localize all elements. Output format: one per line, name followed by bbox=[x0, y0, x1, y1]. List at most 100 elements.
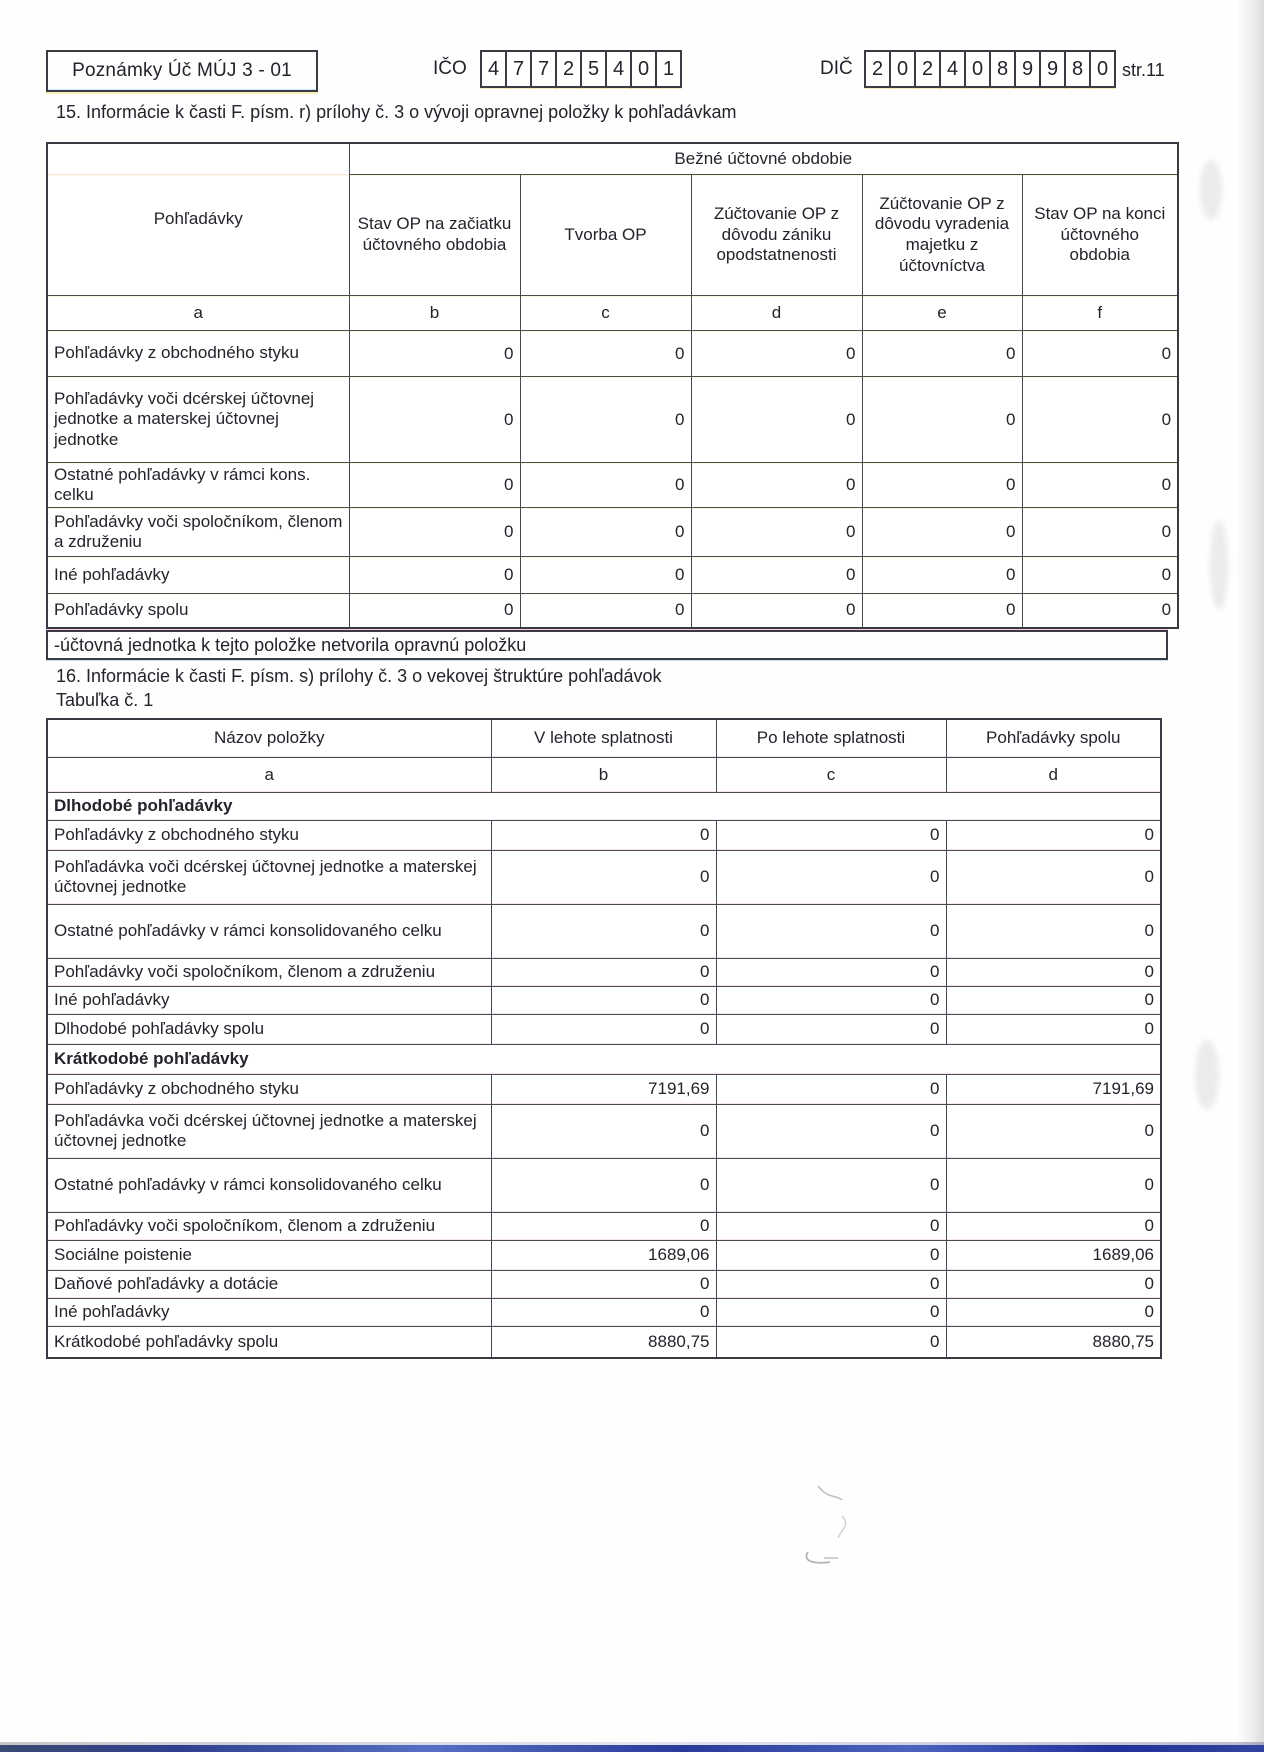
cell-value: 0 bbox=[1021, 593, 1179, 629]
ico-digit: 2 bbox=[555, 50, 582, 88]
cell-value: 0 bbox=[519, 330, 692, 377]
cell-value: 0 bbox=[715, 1211, 947, 1241]
cell-value: 0 bbox=[519, 461, 692, 509]
row-label: Dlhodobé pohľadávky spolu bbox=[46, 1013, 492, 1045]
row-label: Pohľadávky spolu bbox=[46, 593, 350, 629]
cell-value: 0 bbox=[490, 819, 717, 851]
cell-value: 0 bbox=[690, 330, 863, 377]
table-section-row: Krátkodobé pohľadávky bbox=[46, 1043, 1162, 1075]
cell-value: 0 bbox=[945, 849, 1162, 905]
row-label: Pohľadávky z obchodného styku bbox=[46, 1073, 492, 1105]
table-row-total: Krátkodobé pohľadávky spolu 8880,75 0 88… bbox=[46, 1325, 1162, 1359]
row-label: Iné pohľadávky bbox=[46, 556, 350, 595]
cell-value: 0 bbox=[861, 376, 1023, 463]
cell-value: 7191,69 bbox=[945, 1073, 1162, 1105]
dic-digit: 4 bbox=[939, 50, 966, 88]
dic-digit: 8 bbox=[1064, 50, 1091, 88]
letter-cell: a bbox=[46, 295, 350, 331]
section16-title: 16. Informácie k časti F. písm. s) prílo… bbox=[56, 666, 662, 686]
cell-value: 0 bbox=[690, 376, 863, 463]
scan-smudge bbox=[1210, 520, 1228, 610]
cell-value: 0 bbox=[715, 957, 947, 987]
table-row: Pohľadávky voči spoločníkom, členom a zd… bbox=[46, 1211, 1162, 1241]
dic-label: DIČ bbox=[820, 58, 853, 79]
cell-value: 0 bbox=[1021, 330, 1179, 377]
cell-value: 0 bbox=[715, 819, 947, 851]
page-number: str.11 bbox=[1122, 60, 1165, 80]
letter-cell: b bbox=[348, 295, 521, 331]
dic-digit: 9 bbox=[1039, 50, 1066, 88]
cell-value: 0 bbox=[348, 330, 521, 377]
cell-value: 1689,06 bbox=[490, 1239, 717, 1271]
letter-cell: b bbox=[490, 756, 717, 793]
row-label: Sociálne poistenie bbox=[46, 1239, 492, 1271]
row-label: Krátkodobé pohľadávky spolu bbox=[46, 1325, 492, 1359]
cell-value: 0 bbox=[348, 593, 521, 629]
cell-value: 0 bbox=[490, 849, 717, 905]
scan-smudge bbox=[1195, 1040, 1219, 1110]
letter-cell: f bbox=[1021, 295, 1179, 331]
row-label: Ostatné pohľadávky v rámci konsolidované… bbox=[46, 1157, 492, 1213]
ico-digit: 7 bbox=[530, 50, 557, 88]
row-label: Pohľadávky voči dcérskej účtovnej jednot… bbox=[46, 376, 350, 463]
cell-value: 0 bbox=[690, 556, 863, 595]
cell-value: 8880,75 bbox=[490, 1325, 717, 1359]
table-note: -účtovná jednotka k tejto položke netvor… bbox=[54, 634, 527, 655]
dic-digit: 0 bbox=[1089, 50, 1116, 88]
row-label: Pohľadávky voči spoločníkom, členom a zd… bbox=[46, 507, 350, 558]
col-header: Názov položky bbox=[46, 718, 492, 758]
cell-value: 0 bbox=[945, 1269, 1162, 1299]
row-label: Pohľadávka voči dcérskej účtovnej jednot… bbox=[46, 1103, 492, 1159]
cell-value: 0 bbox=[861, 330, 1023, 377]
cell-value: 0 bbox=[490, 1297, 717, 1327]
cell-value: 0 bbox=[1021, 507, 1179, 558]
period-header: Bežné účtovné obdobie bbox=[348, 142, 1179, 175]
table-section-row: Dlhodobé pohľadávky bbox=[46, 791, 1162, 821]
scan-edge-shadow bbox=[1236, 0, 1264, 1746]
scan-smudge bbox=[1200, 160, 1222, 220]
row-label: Ostatné pohľadávky v rámci konsolidované… bbox=[46, 903, 492, 959]
dic-digit: 0 bbox=[964, 50, 991, 88]
cell-value: 0 bbox=[348, 556, 521, 595]
dic-digit: 8 bbox=[989, 50, 1016, 88]
cell-value: 0 bbox=[519, 593, 692, 629]
dic-digit: 0 bbox=[889, 50, 916, 88]
row-label: Iné pohľadávky bbox=[46, 985, 492, 1015]
table-row: Ostatné pohľadávky v rámci konsolidované… bbox=[46, 1157, 1162, 1213]
table-row: Pohľadávka voči dcérskej účtovnej jednot… bbox=[46, 849, 1162, 905]
cell-value: 0 bbox=[945, 819, 1162, 851]
cell-value: 0 bbox=[715, 1103, 947, 1159]
cell-value: 0 bbox=[490, 985, 717, 1015]
row-label: Pohľadávky voči spoločníkom, členom a zd… bbox=[46, 957, 492, 987]
col-header: Pohľadávky spolu bbox=[945, 718, 1162, 758]
ico-label: IČO bbox=[433, 58, 467, 79]
cell-value: 0 bbox=[1021, 376, 1179, 463]
letter-cell: c bbox=[519, 295, 692, 331]
cell-value: 0 bbox=[861, 556, 1023, 595]
cell-value: 0 bbox=[715, 1239, 947, 1271]
cell-value: 0 bbox=[490, 1013, 717, 1045]
cell-value: 0 bbox=[861, 593, 1023, 629]
cell-value: 0 bbox=[490, 1211, 717, 1241]
row-label: Pohľadávky voči spoločníkom, členom a zd… bbox=[46, 1211, 492, 1241]
row-label: Daňové pohľadávky a dotácie bbox=[46, 1269, 492, 1299]
cell-value: 0 bbox=[715, 1297, 947, 1327]
cell-value: 0 bbox=[519, 376, 692, 463]
cell-value: 0 bbox=[945, 957, 1162, 987]
cell-value: 0 bbox=[945, 1211, 1162, 1241]
table-row: Pohľadávky z obchodného styku 0 0 0 0 0 bbox=[46, 330, 1179, 377]
cell-value: 0 bbox=[945, 1013, 1162, 1045]
cell-value: 0 bbox=[348, 507, 521, 558]
table-row: Sociálne poistenie 1689,06 0 1689,06 bbox=[46, 1239, 1162, 1271]
cell-value: 0 bbox=[490, 1103, 717, 1159]
ico-digit: 0 bbox=[630, 50, 657, 88]
cell-value: 0 bbox=[348, 461, 521, 509]
cell-value: 0 bbox=[715, 1269, 947, 1299]
pencil-scribble-mark bbox=[805, 1485, 847, 1564]
table-row: Pohľadávky voči spoločníkom, členom a zd… bbox=[46, 957, 1162, 987]
age-structure-table: Názov položky V lehote splatnosti Po leh… bbox=[46, 718, 1162, 1359]
section-row-label: Dlhodobé pohľadávky bbox=[46, 791, 1162, 821]
letter-cell: d bbox=[945, 756, 1162, 793]
col-header: V lehote splatnosti bbox=[490, 718, 717, 758]
